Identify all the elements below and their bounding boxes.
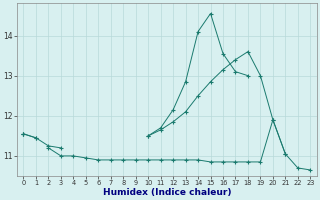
X-axis label: Humidex (Indice chaleur): Humidex (Indice chaleur) [103,188,231,197]
